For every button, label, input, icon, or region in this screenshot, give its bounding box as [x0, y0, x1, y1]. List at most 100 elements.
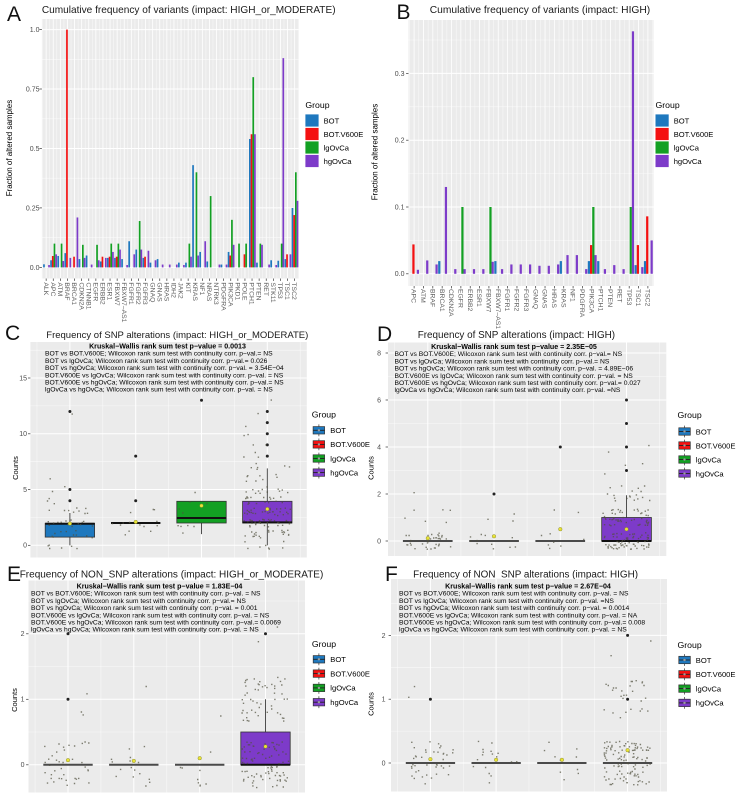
- svg-text:lgOvCa vs hgOvCa; Wilcoxon ran: lgOvCa vs hgOvCa; Wilcoxon rank sum test…: [45, 387, 273, 394]
- svg-text:GNAQ: GNAQ: [148, 282, 155, 302]
- svg-text:BOT vs hgOvCa; Wilcoxon rank s: BOT vs hgOvCa; Wilcoxon rank sum test wi…: [45, 365, 284, 372]
- svg-text:Frequency of SNP alterations (: Frequency of SNP alterations (impact: HI…: [418, 330, 615, 341]
- svg-text:Frequency of NON_SNP alteratio: Frequency of NON_SNP alterations (impact…: [413, 570, 638, 581]
- svg-text:2: 2: [21, 631, 25, 638]
- svg-text:Counts: Counts: [10, 688, 19, 712]
- svg-text:4: 4: [377, 444, 381, 451]
- svg-text:BOT: BOT: [330, 426, 346, 435]
- svg-text:Counts: Counts: [367, 456, 376, 480]
- svg-text:BOT.V600E vs hgOvCa; Wilcoxon: BOT.V600E vs hgOvCa; Wilcoxon rank sum t…: [45, 380, 284, 387]
- svg-text:BOT vs hgOvCa; Wilcoxon rank s: BOT vs hgOvCa; Wilcoxon rank sum test wi…: [395, 366, 634, 373]
- svg-text:0.75: 0.75: [26, 86, 40, 93]
- svg-text:CTNNB1: CTNNB1: [84, 282, 91, 309]
- svg-text:FGFR1: FGFR1: [503, 289, 510, 311]
- svg-text:0: 0: [21, 762, 25, 769]
- svg-text:lgOvCa: lgOvCa: [696, 455, 722, 464]
- svg-text:BOT.V600E: BOT.V600E: [696, 670, 736, 679]
- svg-text:hgOvCa: hgOvCa: [674, 157, 703, 166]
- svg-text:STK11: STK11: [269, 282, 276, 302]
- svg-text:CDKN2A: CDKN2A: [447, 289, 454, 317]
- svg-text:B: B: [397, 1, 411, 24]
- svg-text:NF1: NF1: [569, 289, 576, 302]
- svg-text:BOT vs BOT.V600E; Wilcoxon ran: BOT vs BOT.V600E; Wilcoxon rank sum test…: [31, 591, 261, 598]
- svg-text:FBXW7–AS1: FBXW7–AS1: [120, 282, 127, 322]
- svg-text:RET: RET: [615, 289, 622, 303]
- svg-text:BOT.V600E vs hgOvCa; Wilcoxon: BOT.V600E vs hgOvCa; Wilcoxon rank sum t…: [31, 620, 281, 627]
- svg-text:GNAS: GNAS: [541, 289, 548, 309]
- svg-text:Fraction of altered samples: Fraction of altered samples: [371, 104, 380, 201]
- svg-text:Frequency of NON_SNP alteratio: Frequency of NON_SNP alterations (impact…: [20, 570, 324, 581]
- svg-text:0.0: 0.0: [395, 271, 405, 278]
- svg-text:lgOvCa vs hgOvCa; Wilcoxon ran: lgOvCa vs hgOvCa; Wilcoxon rank sum test…: [395, 387, 621, 394]
- svg-text:lgOvCa: lgOvCa: [674, 144, 700, 153]
- svg-text:BOT.V600E vs lgOvCa; Wilcoxon: BOT.V600E vs lgOvCa; Wilcoxon rank sum t…: [399, 612, 638, 619]
- svg-text:lgOvCa vs hgOvCa; Wilcoxon ran: lgOvCa vs hgOvCa; Wilcoxon rank sum test…: [31, 627, 259, 634]
- svg-text:KRAS: KRAS: [559, 289, 566, 308]
- svg-text:BOT: BOT: [330, 655, 346, 664]
- svg-text:hgOvCa: hgOvCa: [696, 469, 725, 478]
- svg-text:FGFR1: FGFR1: [127, 282, 134, 304]
- svg-text:BOT.V600E vs lgOvCa; Wilcoxon: BOT.V600E vs lgOvCa; Wilcoxon rank sum t…: [31, 612, 270, 619]
- svg-text:HRAS: HRAS: [550, 289, 557, 308]
- svg-text:0.2: 0.2: [395, 138, 405, 145]
- svg-text:E: E: [7, 563, 21, 586]
- svg-text:BOT: BOT: [674, 117, 690, 126]
- svg-text:ESR1: ESR1: [106, 282, 113, 300]
- svg-text:PDGFRA: PDGFRA: [219, 282, 226, 311]
- svg-text:ERBB2: ERBB2: [466, 289, 473, 312]
- svg-text:1: 1: [21, 697, 25, 704]
- svg-text:FGFR3: FGFR3: [522, 289, 529, 311]
- svg-text:BOT.V600E: BOT.V600E: [324, 130, 364, 139]
- svg-text:Cumulative frequency of varian: Cumulative frequency of variants (impact…: [430, 5, 650, 16]
- svg-text:Cumulative frequency of varian: Cumulative frequency of variants (impact…: [42, 5, 336, 16]
- svg-text:BRAF: BRAF: [428, 289, 435, 307]
- svg-text:hgOvCa: hgOvCa: [330, 468, 359, 477]
- svg-text:1.0: 1.0: [30, 27, 40, 34]
- svg-text:APC: APC: [49, 282, 56, 296]
- svg-text:TP53: TP53: [276, 282, 283, 298]
- svg-text:FGFR2: FGFR2: [513, 289, 520, 311]
- svg-text:PTEN: PTEN: [255, 282, 262, 300]
- svg-text:NTRK3: NTRK3: [212, 282, 219, 305]
- svg-text:IDH2: IDH2: [170, 282, 177, 298]
- svg-text:FGFR3: FGFR3: [141, 282, 148, 304]
- svg-text:0.1: 0.1: [395, 204, 405, 211]
- svg-text:FBXW7: FBXW7: [113, 282, 120, 306]
- svg-text:C: C: [5, 322, 20, 345]
- svg-text:APC: APC: [410, 289, 417, 303]
- svg-text:Group: Group: [656, 100, 680, 110]
- svg-text:BOT vs lgOvCa; Wilcoxon rank s: BOT vs lgOvCa; Wilcoxon rank sum test wi…: [399, 598, 614, 605]
- svg-text:BOT vs lgOvCa; Wilcoxon rank s: BOT vs lgOvCa; Wilcoxon rank sum test wi…: [395, 358, 610, 365]
- svg-text:GNAS: GNAS: [155, 282, 162, 302]
- svg-text:1: 1: [382, 697, 386, 704]
- svg-text:TSC1: TSC1: [283, 282, 290, 300]
- svg-text:8: 8: [377, 350, 381, 357]
- svg-text:JAK2: JAK2: [177, 282, 184, 298]
- svg-text:BOT: BOT: [696, 656, 712, 665]
- svg-text:lgOvCa vs hgOvCa; Wilcoxon ran: lgOvCa vs hgOvCa; Wilcoxon rank sum test…: [399, 627, 627, 634]
- svg-text:A: A: [7, 3, 21, 26]
- svg-text:BOT.V600E: BOT.V600E: [696, 441, 736, 450]
- svg-text:POLE: POLE: [241, 282, 248, 301]
- svg-text:Kruskal−Wallis rank sum test p: Kruskal−Wallis rank sum test p−value = 2…: [431, 343, 597, 351]
- svg-text:NF1: NF1: [198, 282, 205, 295]
- svg-text:2: 2: [377, 491, 381, 498]
- svg-text:FGFR2: FGFR2: [134, 282, 141, 304]
- svg-text:BOT.V600E vs lgOvCa; Wilcoxon: BOT.V600E vs lgOvCa; Wilcoxon rank sum t…: [395, 373, 634, 380]
- svg-text:FBXW7–AS1: FBXW7–AS1: [494, 289, 501, 329]
- svg-text:BOT vs lgOvCa; Wilcoxon rank s: BOT vs lgOvCa; Wilcoxon rank sum test wi…: [31, 598, 246, 605]
- svg-text:BOT vs BOT.V600E; Wilcoxon ran: BOT vs BOT.V600E; Wilcoxon rank sum test…: [395, 351, 623, 358]
- svg-text:TSC2: TSC2: [290, 282, 297, 300]
- svg-text:RET: RET: [262, 282, 269, 296]
- svg-text:Kruskal−Wallis rank sum test p: Kruskal−Wallis rank sum test p−value = 0…: [89, 343, 246, 351]
- svg-text:Group: Group: [678, 640, 702, 650]
- svg-text:10: 10: [19, 431, 27, 438]
- svg-text:ERBB2: ERBB2: [99, 282, 106, 305]
- svg-text:lgOvCa: lgOvCa: [330, 684, 356, 693]
- svg-text:0: 0: [23, 543, 27, 550]
- svg-text:2: 2: [382, 633, 386, 640]
- svg-text:0: 0: [377, 538, 381, 545]
- svg-text:PTCH1: PTCH1: [597, 289, 604, 312]
- svg-text:PDGFRA: PDGFRA: [578, 289, 585, 318]
- svg-text:0.25: 0.25: [26, 205, 40, 212]
